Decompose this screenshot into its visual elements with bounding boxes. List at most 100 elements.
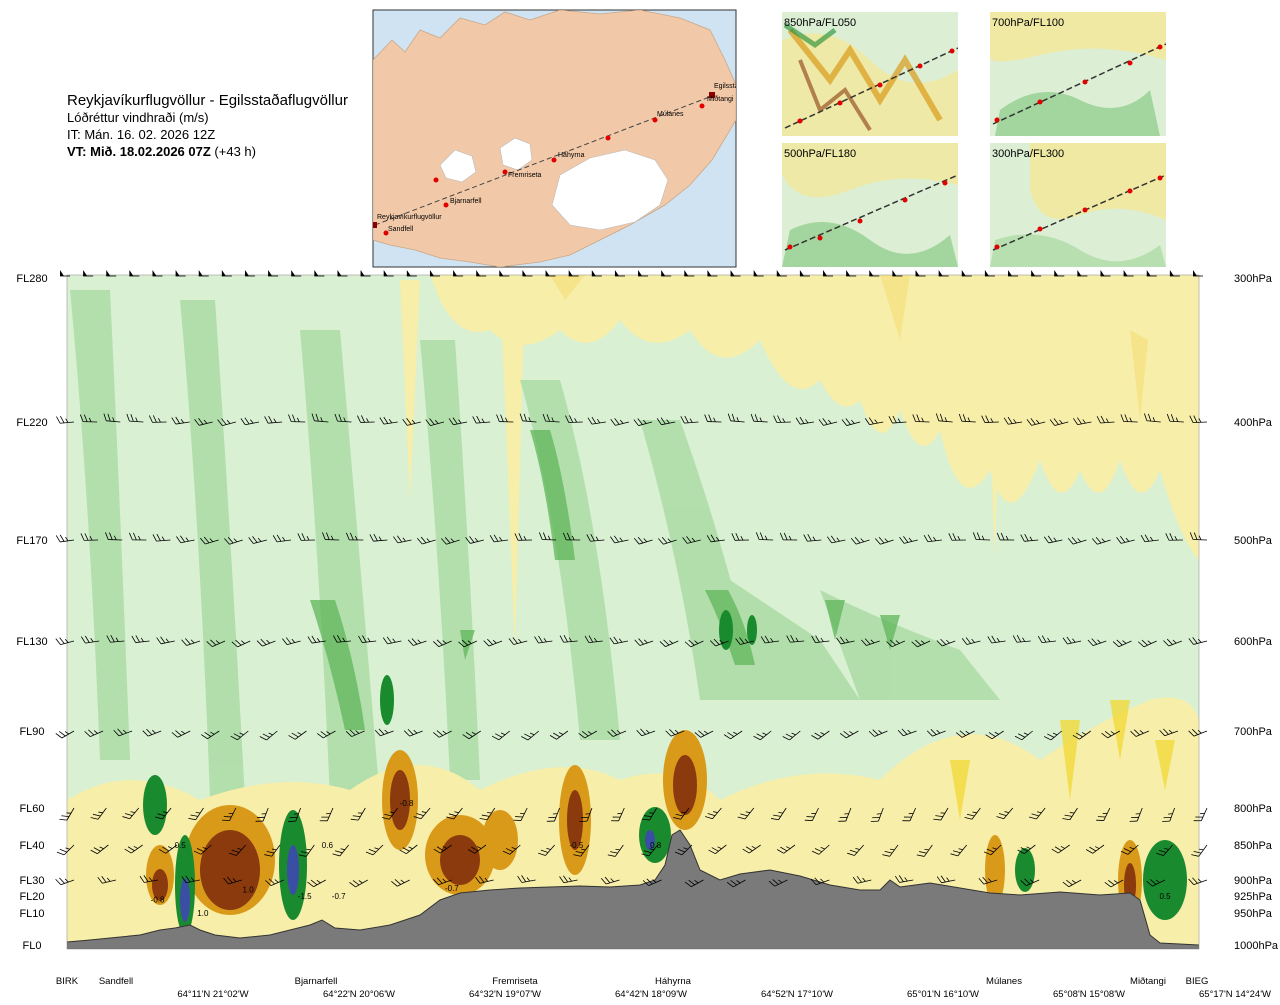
wind-barb-flag [869, 270, 880, 277]
valid-offset: (+43 h) [214, 144, 256, 159]
wind-barb [852, 875, 872, 884]
wind-barb [458, 639, 478, 648]
wind-barb [673, 807, 690, 820]
wind-barb [113, 728, 133, 737]
wind-barb [349, 879, 368, 888]
wind-barb [1130, 729, 1150, 737]
wind-barb [559, 875, 578, 884]
pressure-level-tick-label: 700hPa [1234, 726, 1273, 738]
wind-barb [684, 879, 704, 888]
wind-barb [181, 875, 200, 884]
wind-barb [737, 807, 755, 820]
wind-barb [200, 536, 219, 545]
wind-barb [126, 413, 144, 423]
flight-level-tick-label: FL20 [19, 891, 44, 903]
flight-level-tick-label: FL40 [19, 840, 44, 852]
wind-barb [911, 639, 931, 648]
wind-barb [584, 635, 603, 643]
wind-barb [768, 879, 788, 887]
wind-barb-flag [661, 270, 672, 277]
contour-labels: -0.8 0.5 1.0 1.0 -1.5 0.6 -0.7 -0.8 -0.7 -0.5 0.8 0… [151, 799, 1171, 918]
wind-barb [609, 636, 628, 645]
pressure-level-tick-label: 600hPa [1234, 636, 1273, 648]
route-line [374, 95, 713, 226]
wind-barb [122, 807, 140, 820]
thumbnail-label-700: 700hPa/FL100 [992, 17, 1064, 29]
wind-barb [665, 728, 685, 737]
pressure-level-tick-label: 925hPa [1234, 891, 1273, 903]
wind-barb-flag [753, 270, 764, 277]
wind-barb [674, 844, 693, 856]
wind-barb [188, 807, 204, 821]
wind-barb [727, 413, 745, 423]
wind-barb [659, 639, 679, 648]
wind-barb [381, 807, 399, 820]
issue-time: IT: Mán. 16. 02. 2026 12Z [67, 127, 216, 142]
wind-barb [103, 413, 121, 423]
map-label-bjarnarfell: Bjarnarfell [450, 198, 482, 205]
wind-barb [750, 413, 768, 423]
wind-barb [935, 413, 953, 423]
wind-barb [534, 635, 553, 644]
wind-barb [514, 533, 533, 541]
wind-barb [1156, 844, 1173, 856]
wind-barb [912, 414, 930, 423]
wind-barb [972, 532, 991, 541]
wind-barb [446, 807, 463, 820]
wind-barb [139, 875, 158, 883]
contour-value-label: -0.8 [400, 799, 414, 808]
wind-barb [642, 878, 662, 886]
wind-barb-flag [1100, 270, 1111, 277]
wind-barb [519, 413, 537, 423]
wind-barb [607, 729, 627, 737]
wind-barb [983, 844, 1002, 856]
route-point [652, 117, 658, 123]
route-point [443, 202, 449, 208]
plot-frame [66, 274, 1200, 950]
wind-barb [607, 844, 624, 857]
wind-barb [496, 414, 514, 423]
contour-value-label: 0.8 [650, 841, 662, 850]
wind-barb [433, 639, 452, 648]
wind-barb-flag [846, 270, 857, 277]
wind-barb-flag [915, 270, 926, 277]
wind-barb [1104, 879, 1124, 888]
wind-barb [521, 730, 540, 741]
route-point [605, 135, 611, 141]
route-point [551, 157, 557, 163]
wind-barb [1072, 730, 1092, 740]
map-label-fremriseta: Fremriseta [508, 172, 542, 179]
wind-barb [105, 532, 123, 541]
wind-barb [142, 728, 162, 737]
wind-barb-flag [938, 270, 949, 277]
wind-barb [1020, 534, 1039, 542]
wind-barb [573, 844, 590, 857]
wind-barb [1146, 879, 1166, 887]
wind-barb [786, 634, 805, 643]
wind-barb [319, 807, 334, 822]
wind-barb-flag [175, 270, 186, 277]
wind-barb [923, 534, 942, 543]
wind-barb [586, 533, 605, 542]
wind-barb-flag [545, 270, 556, 277]
route-place-label: BIRK [56, 976, 79, 987]
contour-value-label: -0.5 [570, 841, 584, 850]
wind-barb [985, 730, 1004, 740]
wind-barb [472, 415, 491, 424]
pressure-level-tick-label: 500hPa [1234, 535, 1273, 547]
wind-barb [1051, 844, 1070, 854]
wind-barb [1067, 536, 1087, 545]
low-cells-blue [180, 830, 655, 922]
flight-level-tick-label: FL220 [16, 417, 47, 429]
wind-barb [206, 639, 226, 647]
wind-barb [483, 638, 503, 647]
wind-barb [465, 536, 484, 544]
wind-barb [131, 635, 150, 643]
wind-barb [886, 639, 906, 648]
wind-barb-flag [244, 270, 255, 277]
route-place-label: Bjarnarfell [295, 976, 338, 987]
wind-barb [776, 844, 796, 854]
flight-level-tick-label: FL130 [16, 636, 47, 648]
wind-barb [259, 730, 278, 741]
wind-barb [264, 415, 283, 424]
